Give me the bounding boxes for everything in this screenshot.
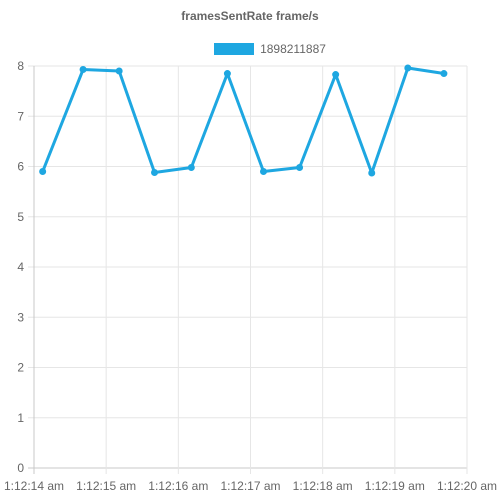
data-point <box>79 66 87 74</box>
data-point <box>39 168 47 176</box>
data-point <box>151 169 159 177</box>
data-point <box>440 70 448 78</box>
legend[interactable]: 1898211887 <box>0 42 500 56</box>
legend-swatch <box>214 43 255 55</box>
y-tick-label: 1 <box>17 411 24 425</box>
y-tick-label: 8 <box>17 59 24 73</box>
data-point <box>332 71 340 79</box>
data-point <box>296 164 304 172</box>
data-point <box>187 164 195 172</box>
x-tick-label: 1:12:19 am <box>365 479 425 493</box>
chart-title: framesSentRate frame/s <box>181 9 319 23</box>
y-tick-label: 3 <box>17 310 24 324</box>
y-tick-label: 7 <box>17 109 24 123</box>
y-tick-label: 4 <box>17 260 24 274</box>
data-point <box>223 70 231 78</box>
x-tick-label: 1:12:20 am <box>437 479 497 493</box>
y-tick-label: 5 <box>17 210 24 224</box>
legend-label: 1898211887 <box>260 42 326 56</box>
y-tick-label: 0 <box>17 461 24 475</box>
x-tick-label: 1:12:16 am <box>148 479 208 493</box>
series-line <box>41 66 445 175</box>
data-point <box>115 67 123 75</box>
y-tick-label: 2 <box>17 361 24 375</box>
data-point <box>368 169 376 177</box>
x-tick-label: 1:12:14 am <box>4 479 64 493</box>
x-tick-label: 1:12:15 am <box>76 479 136 493</box>
data-point <box>259 168 267 176</box>
x-tick-label: 1:12:18 am <box>293 479 353 493</box>
y-tick-label: 6 <box>17 160 24 174</box>
data-point <box>404 64 412 72</box>
x-tick-label: 1:12:17 am <box>220 479 280 493</box>
